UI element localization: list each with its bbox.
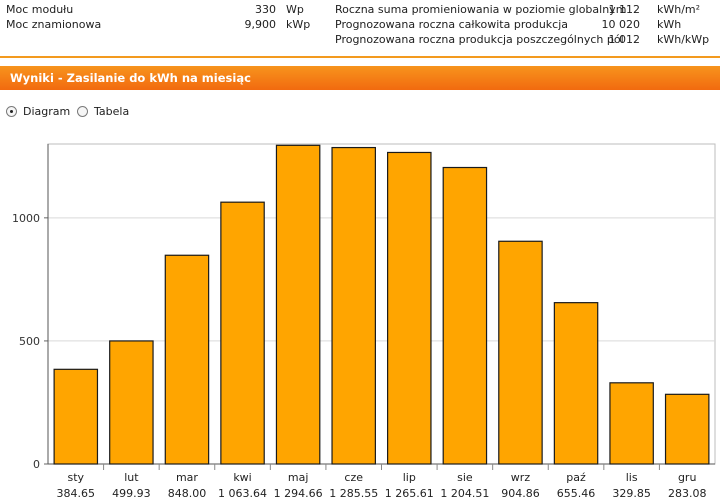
x-category-label: lis [626,471,638,484]
value-label: 1 063.64 [218,487,267,500]
value-label: 499.93 [112,487,151,500]
x-category-label: sie [457,471,473,484]
annual-irradiation-unit: kWh/m² [657,3,701,16]
module-power-label: Moc modułu [6,3,74,16]
bar-cze [331,146,376,465]
bar-lis [609,382,654,465]
value-label: 904.86 [501,487,540,500]
specific-yield-unit: kWh/kWp [657,33,710,46]
value-label: 1 204.51 [440,487,489,500]
module-power-unit: Wp [286,3,304,16]
value-label: 1 294.66 [274,487,323,500]
diagram-radio[interactable]: Diagram [6,105,70,118]
bar-sty [53,368,99,465]
value-label: 1 285.55 [329,487,378,500]
bar-paź [553,302,599,465]
x-category-label: maj [288,471,309,484]
value-label: 1 265.61 [385,487,434,500]
value-label: 283.08 [668,487,707,500]
module-power-value: 330 [255,3,276,16]
results-section-title: Wyniki - Zasilanie do kWh na miesiąc [10,71,251,85]
radio-unchecked-icon [77,106,88,117]
header-divider [0,56,720,58]
x-category-label: kwi [233,471,251,484]
annual-production-label: Prognozowana roczna całkowita produkcja [335,18,569,31]
annual-production-value: 10 020 [601,18,641,31]
y-tick-label: 500 [19,335,40,348]
value-label: 384.65 [57,487,96,500]
x-category-label: mar [176,471,198,484]
bar-gru [664,393,710,465]
bar-sie [442,166,488,465]
x-category-label: gru [678,471,696,484]
specific-yield-value: 1 012 [608,33,641,46]
y-tick-label: 1000 [12,212,40,225]
bar-wrz [498,240,543,465]
rated-power-label: Moc znamionowa [6,18,102,31]
bar-maj [275,144,321,465]
value-label: 848.00 [168,487,207,500]
summary-panel: Moc modułu 330 Wp Moc znamionowa 9,900 k… [0,0,720,52]
y-tick-label: 0 [33,458,40,471]
x-category-label: paź [566,471,586,484]
results-section-header: Wyniki - Zasilanie do kWh na miesiąc [0,66,720,90]
bar-lip [387,151,432,465]
bar-lut [109,340,154,465]
value-label: 655.46 [557,487,596,500]
table-radio-label: Tabela [94,105,130,118]
x-category-label: cze [344,471,363,484]
annual-irradiation-value: 1 112 [608,3,641,16]
radio-checked-icon [6,106,17,117]
annual-production-unit: kWh [657,18,682,31]
rated-power-value: 9,900 [244,18,277,31]
x-category-label: lut [124,471,139,484]
x-category-label: lip [403,471,416,484]
specific-yield-label: Prognozowana roczna produkcja poszczegól… [335,33,624,46]
bar-mar [164,254,210,465]
table-radio[interactable]: Tabela [77,105,129,118]
rated-power-unit: kWp [286,18,311,31]
annual-irradiation-label: Roczna suma promieniowania w poziomie gl… [335,3,627,16]
value-label: 329.85 [612,487,651,500]
monthly-production-chart: 0 500 1000 sty 384.65 lut 499.93 mar 848.00 kwi 1 … [12,143,716,500]
x-category-label: wrz [511,471,531,484]
x-category-label: sty [68,471,85,484]
bar-kwi [220,201,265,465]
diagram-radio-label: Diagram [23,105,71,118]
